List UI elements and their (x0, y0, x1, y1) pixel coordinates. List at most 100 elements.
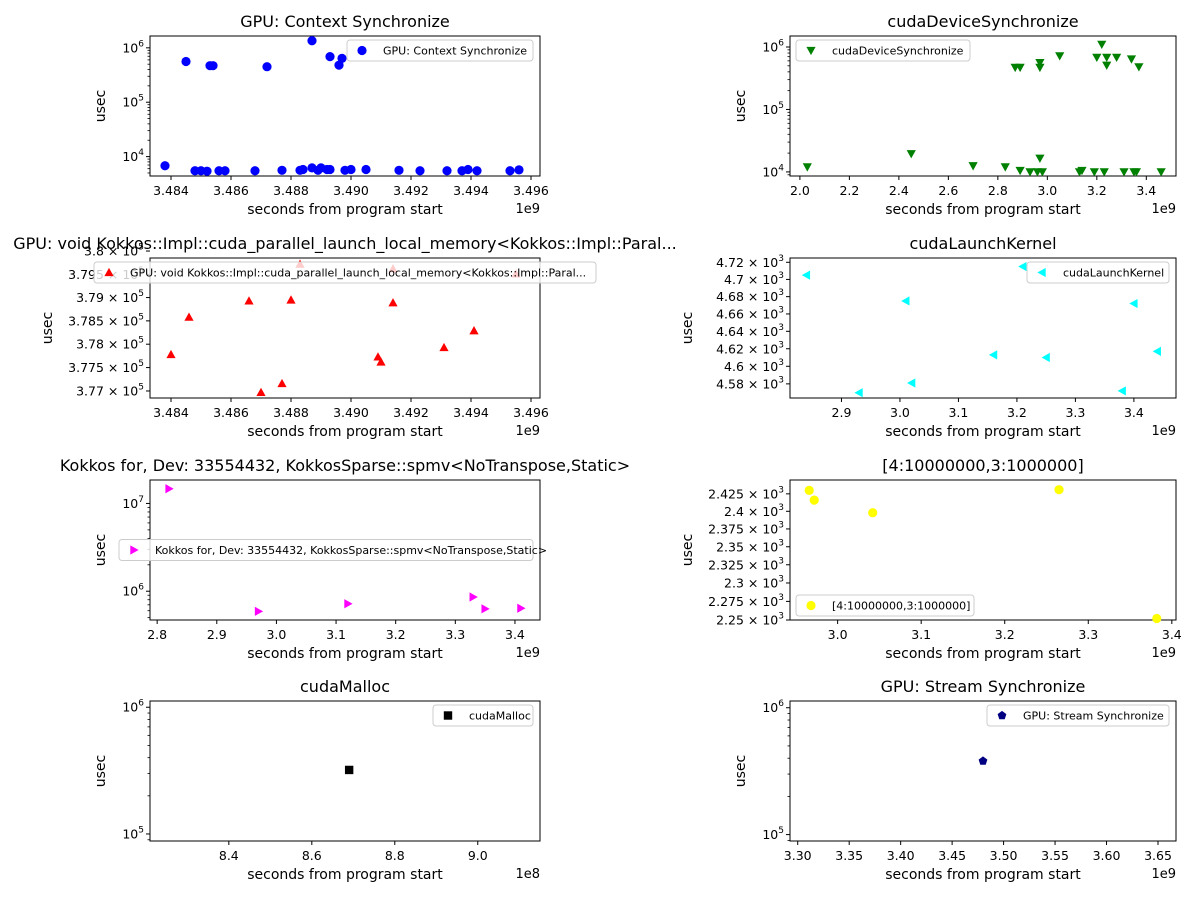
data-point (505, 166, 515, 176)
data-point (1015, 63, 1025, 73)
legend-marker (806, 46, 816, 56)
x-tick-label: 2.9 (207, 627, 227, 642)
data-point (469, 592, 478, 602)
x-tick-label: 3.484 (153, 183, 189, 198)
chart-malloc: cudaMalloc 8.4 8.6 8.8 9.0 105 106 seconds from… (93, 677, 541, 883)
x-tick-label: 2.8 (988, 183, 1008, 198)
y-tick-label: 107 (122, 495, 144, 511)
axes-frame (149, 257, 541, 399)
y-tick-label: 4.7 × 103 (724, 271, 784, 287)
x-tick-label: 3.492 (393, 183, 429, 198)
y-tick-label: 4.62 × 103 (716, 340, 784, 356)
x-tick-label: 3.65 (1144, 848, 1172, 863)
data-point (1092, 53, 1102, 63)
y-tick-label: 105 (122, 94, 144, 110)
x-tick-label: 3.0 (828, 627, 848, 642)
data-point (809, 495, 819, 505)
chart-title: GPU: Context Synchronize (240, 12, 450, 31)
y-tick-label: 2.4 × 103 (724, 503, 784, 519)
legend-box (795, 594, 975, 617)
y-tick-label: 2.375 × 103 (708, 520, 784, 536)
axes-frame (789, 700, 1177, 842)
data-point (1102, 61, 1112, 70)
y-tick-label: 4.68 × 103 (716, 288, 784, 304)
x-tick-label: 3.4 (1162, 627, 1182, 642)
x-tick-label: 3.0 (266, 627, 286, 642)
data-point (181, 56, 191, 67)
data-point (325, 51, 335, 62)
y-tick-label: 3.79 × 105 (76, 289, 144, 305)
x-offset-label: 1e9 (1151, 202, 1176, 217)
data-point (244, 296, 254, 305)
chart-title: GPU: Stream Synchronize (881, 677, 1086, 696)
data-point (1126, 55, 1137, 64)
data-point (1112, 53, 1122, 63)
data-point (801, 270, 811, 280)
data-point (514, 165, 524, 175)
x-tick-label: 3.488 (273, 405, 309, 420)
y-tick-label: 4.6 × 103 (724, 358, 784, 374)
chart-title: cudaDeviceSynchronize (887, 12, 1078, 31)
legend-box (1026, 261, 1170, 284)
y-tick-label: 106 (122, 699, 144, 715)
data-point (1037, 168, 1047, 177)
chart-title: cudaMalloc (300, 677, 390, 696)
chart-kokkos-launch: GPU: void Kokkos::Impl::cuda_parallel_la… (13, 234, 677, 440)
data-point (1152, 613, 1162, 624)
y-tick-label: 105 (762, 826, 784, 842)
x-tick-label: 3.484 (153, 405, 189, 420)
legend-box (346, 39, 534, 62)
legend-box (93, 261, 597, 284)
y-axis-label: usec (733, 90, 749, 122)
x-tick-label: 3.496 (513, 405, 549, 420)
x-tick-label: 3.50 (990, 848, 1018, 863)
y-tick-label: 4.58 × 103 (716, 375, 784, 391)
data-point (1131, 168, 1142, 177)
y-tick-label: 4.64 × 103 (716, 323, 784, 339)
data-point (1152, 346, 1161, 356)
data-point (344, 599, 353, 609)
y-tick-label: 105 (762, 101, 784, 117)
data-point (868, 508, 878, 518)
chart-title: [4:10000000,3:1000000] (882, 456, 1083, 475)
chart-title: cudaLaunchKernel (909, 234, 1056, 253)
data-point (394, 165, 404, 175)
data-point (220, 166, 230, 176)
x-tick-label: 3.486 (213, 405, 249, 420)
y-tick-label: 106 (122, 39, 144, 55)
x-tick-label: 3.40 (887, 848, 915, 863)
x-tick-label: 2.8 (147, 627, 167, 642)
y-tick-label: 105 (122, 825, 144, 841)
x-tick-label: 3.0 (890, 405, 910, 420)
legend: Kokkos for, Dev: 33554432, KokkosSparse:… (118, 539, 547, 561)
data-point (160, 161, 170, 171)
data-point (208, 61, 218, 71)
x-tick-label: 3.0 (1037, 183, 1057, 198)
y-tick-label: 2.325 × 103 (708, 556, 784, 572)
x-tick-label: 3.30 (784, 848, 812, 863)
y-axis-label: usec (93, 755, 109, 787)
data-point (1099, 168, 1109, 177)
data-point (804, 485, 814, 495)
data-point (439, 342, 449, 352)
x-tick-label: 3.1 (326, 627, 346, 642)
x-tick-label: 3.35 (835, 848, 863, 863)
x-tick-label: 2.4 (889, 183, 909, 198)
data-point (1117, 386, 1126, 396)
data-point (1077, 166, 1087, 176)
data-point (802, 163, 812, 172)
legend: GPU: Stream Synchronize (986, 704, 1170, 727)
data-point (254, 606, 264, 616)
y-tick-label: 3.77 × 105 (76, 382, 144, 398)
y-tick-label: 104 (762, 163, 784, 179)
data-point (442, 166, 452, 176)
y-tick-label: 106 (762, 699, 784, 715)
x-tick-label: 2.9 (832, 405, 852, 420)
legend-label: GPU: Stream Synchronize (1023, 710, 1164, 723)
data-point (1018, 261, 1027, 272)
x-axis-label: seconds from program start (885, 202, 1081, 218)
y-axis-label: usec (680, 312, 696, 344)
data-point (337, 53, 347, 63)
legend-box (795, 39, 971, 62)
